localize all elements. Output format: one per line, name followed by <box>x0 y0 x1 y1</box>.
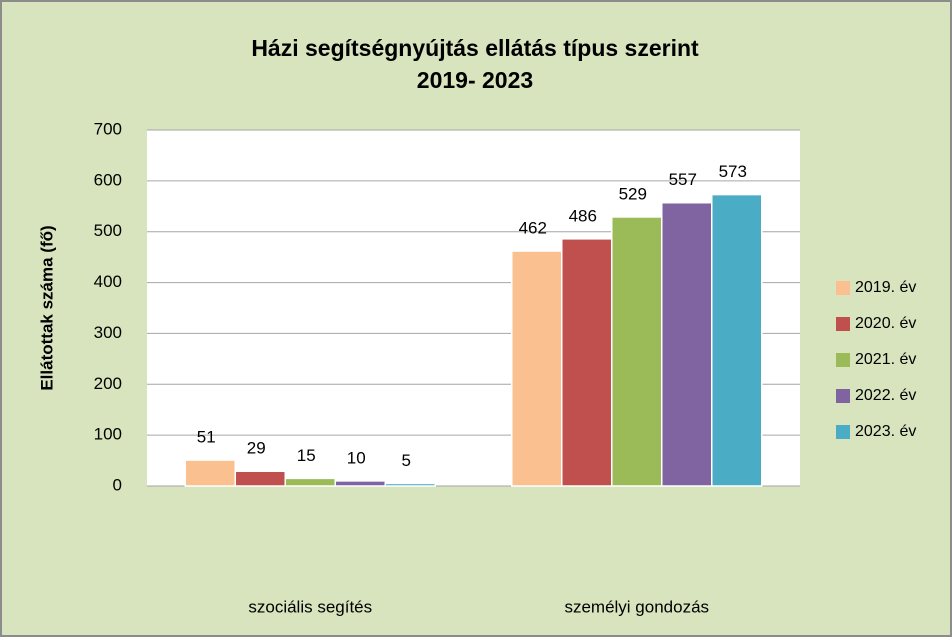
data-label: 10 <box>347 448 366 467</box>
data-label: 5 <box>402 451 411 470</box>
y-axis-label: Ellátottak száma (fő) <box>37 225 56 390</box>
bar <box>334 480 386 487</box>
data-label: 557 <box>669 170 697 189</box>
chart-title: Házi segítségnyújtás ellátás típus szeri… <box>251 35 699 61</box>
legend-swatch <box>836 389 850 403</box>
data-label: 462 <box>519 219 547 238</box>
data-label: 51 <box>197 428 216 447</box>
legend-label: 2021. év <box>855 351 916 368</box>
y-tick-label: 600 <box>94 170 122 189</box>
y-tick-label: 700 <box>94 119 122 138</box>
data-label: 529 <box>619 184 647 203</box>
data-label: 573 <box>719 162 747 181</box>
bar <box>284 477 336 487</box>
bar <box>511 250 563 487</box>
legend-swatch <box>836 281 850 295</box>
bar <box>711 193 763 487</box>
legend-swatch <box>836 353 850 367</box>
bar <box>561 238 613 487</box>
chart-title: 2019- 2023 <box>417 67 533 93</box>
y-tick-label: 500 <box>94 221 122 240</box>
bar <box>234 470 286 487</box>
legend-label: 2023. év <box>855 423 916 440</box>
bar <box>661 201 713 487</box>
y-tick-label: 200 <box>94 374 122 393</box>
legend-swatch <box>836 425 850 439</box>
legend-label: 2020. év <box>855 315 916 332</box>
bar <box>611 216 663 487</box>
data-label: 486 <box>569 206 597 225</box>
data-label: 15 <box>297 446 316 465</box>
y-tick-label: 0 <box>113 475 122 494</box>
x-tick-label: szociális segítés <box>248 597 372 616</box>
y-tick-label: 100 <box>94 425 122 444</box>
legend-label: 2019. év <box>855 279 916 296</box>
x-tick-label: személyi gondozás <box>564 597 709 616</box>
data-label: 29 <box>247 439 266 458</box>
legend-label: 2022. év <box>855 387 916 404</box>
y-tick-label: 400 <box>94 272 122 291</box>
bar <box>384 482 436 487</box>
legend-swatch <box>836 317 850 331</box>
y-tick-label: 300 <box>94 323 122 342</box>
bar <box>184 459 236 487</box>
